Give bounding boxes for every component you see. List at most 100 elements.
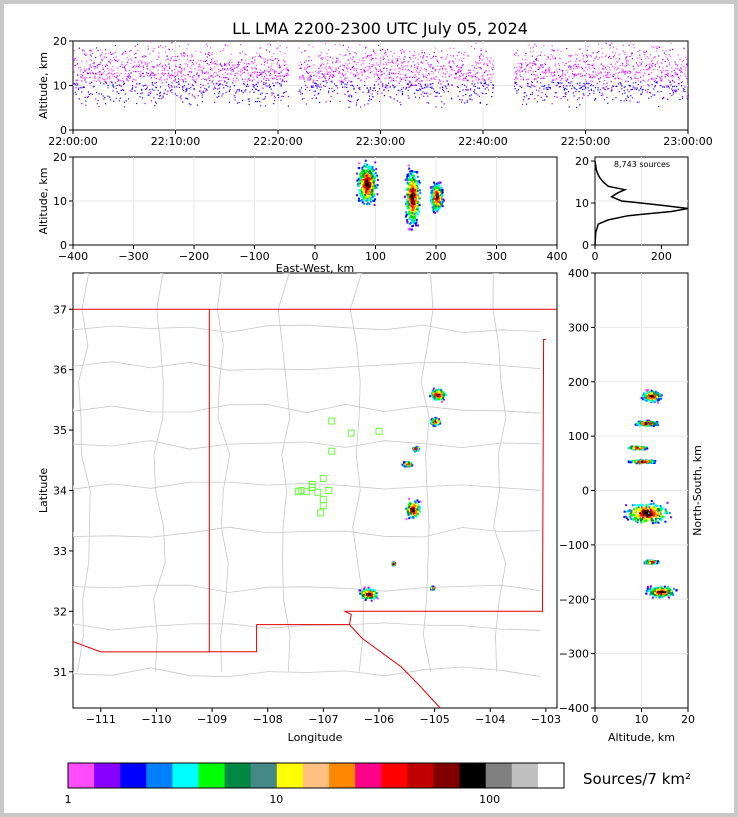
source-point (353, 88, 355, 90)
source-point (182, 101, 184, 103)
international-border (349, 624, 441, 708)
source-point (257, 97, 259, 100)
source-point (279, 75, 281, 77)
source-point (178, 71, 180, 73)
source-point (310, 74, 312, 76)
source-point (90, 49, 92, 51)
county-boundary (73, 526, 541, 538)
source-point (551, 72, 553, 74)
source-point (173, 80, 176, 82)
source-point (583, 70, 585, 72)
source-point (626, 64, 628, 66)
source-point (138, 66, 140, 68)
source-point (349, 54, 351, 56)
source-point (360, 189, 363, 192)
source-point (207, 72, 209, 75)
source-point (183, 52, 185, 54)
source-point (387, 59, 390, 61)
source-point (672, 90, 674, 92)
source-point (153, 66, 155, 68)
source-point (364, 183, 367, 186)
source-point (93, 62, 95, 64)
source-point (478, 78, 481, 80)
source-point (285, 64, 287, 66)
source-point (112, 85, 114, 87)
source-point (621, 79, 623, 81)
source-point (336, 60, 338, 62)
source-point (363, 185, 365, 188)
source-point (264, 61, 266, 63)
source-point (88, 93, 90, 95)
source-point (385, 84, 387, 86)
source-point (438, 184, 440, 186)
source-point (412, 219, 415, 222)
source-point (238, 90, 240, 92)
source-point (164, 72, 166, 74)
source-point (253, 86, 255, 88)
source-point (434, 69, 436, 71)
source-point (638, 89, 640, 91)
source-point (157, 69, 159, 71)
source-point (553, 95, 556, 98)
source-point (482, 78, 484, 80)
source-point (318, 67, 320, 69)
source-point (179, 79, 181, 81)
source-point (191, 71, 193, 73)
source-point (605, 68, 607, 70)
source-point (176, 95, 178, 97)
source-point (552, 57, 554, 59)
source-point (606, 74, 608, 76)
source-point (526, 64, 529, 66)
source-point (276, 76, 278, 78)
source-point (216, 60, 218, 62)
source-point (374, 67, 376, 69)
source-point (541, 71, 543, 73)
source-point (321, 67, 323, 69)
source-point (223, 77, 225, 79)
source-point (584, 84, 586, 86)
source-point (633, 74, 635, 76)
source-point (369, 63, 371, 65)
source-point (320, 64, 322, 66)
source-point (314, 84, 317, 87)
source-point (403, 196, 406, 199)
source-point (376, 62, 378, 64)
source-point (240, 43, 242, 46)
source-point (85, 104, 87, 106)
source-point (392, 79, 394, 82)
source-point (174, 78, 176, 80)
source-point (441, 101, 443, 103)
source-point (514, 72, 516, 74)
source-point (256, 86, 258, 88)
plan-view-map-panel: −111 −110 −109 −108 −107 −106 −105 −104 −1033132… (37, 272, 561, 744)
source-point (370, 172, 373, 175)
source-point (608, 76, 611, 78)
source-point (451, 84, 453, 86)
source-point (310, 59, 312, 62)
source-point (419, 81, 421, 83)
source-point (267, 78, 269, 80)
source-point (185, 97, 187, 99)
source-point (604, 67, 606, 69)
source-point (663, 86, 665, 88)
source-point (255, 71, 257, 73)
source-point (417, 68, 419, 70)
source-point (327, 73, 329, 75)
source-point (603, 99, 606, 101)
source-point (246, 69, 248, 71)
source-point (262, 98, 264, 100)
source-point (574, 65, 576, 67)
source-point (151, 74, 153, 77)
source-point (212, 76, 214, 78)
source-point (654, 85, 656, 87)
source-point (648, 85, 650, 87)
source-point (364, 66, 367, 69)
source-point (197, 75, 199, 77)
source-point (146, 88, 148, 90)
source-point (205, 88, 207, 90)
source-point (527, 83, 529, 85)
source-point (274, 97, 276, 99)
source-point (420, 93, 422, 95)
source-point (364, 53, 367, 55)
source-point (518, 66, 520, 68)
